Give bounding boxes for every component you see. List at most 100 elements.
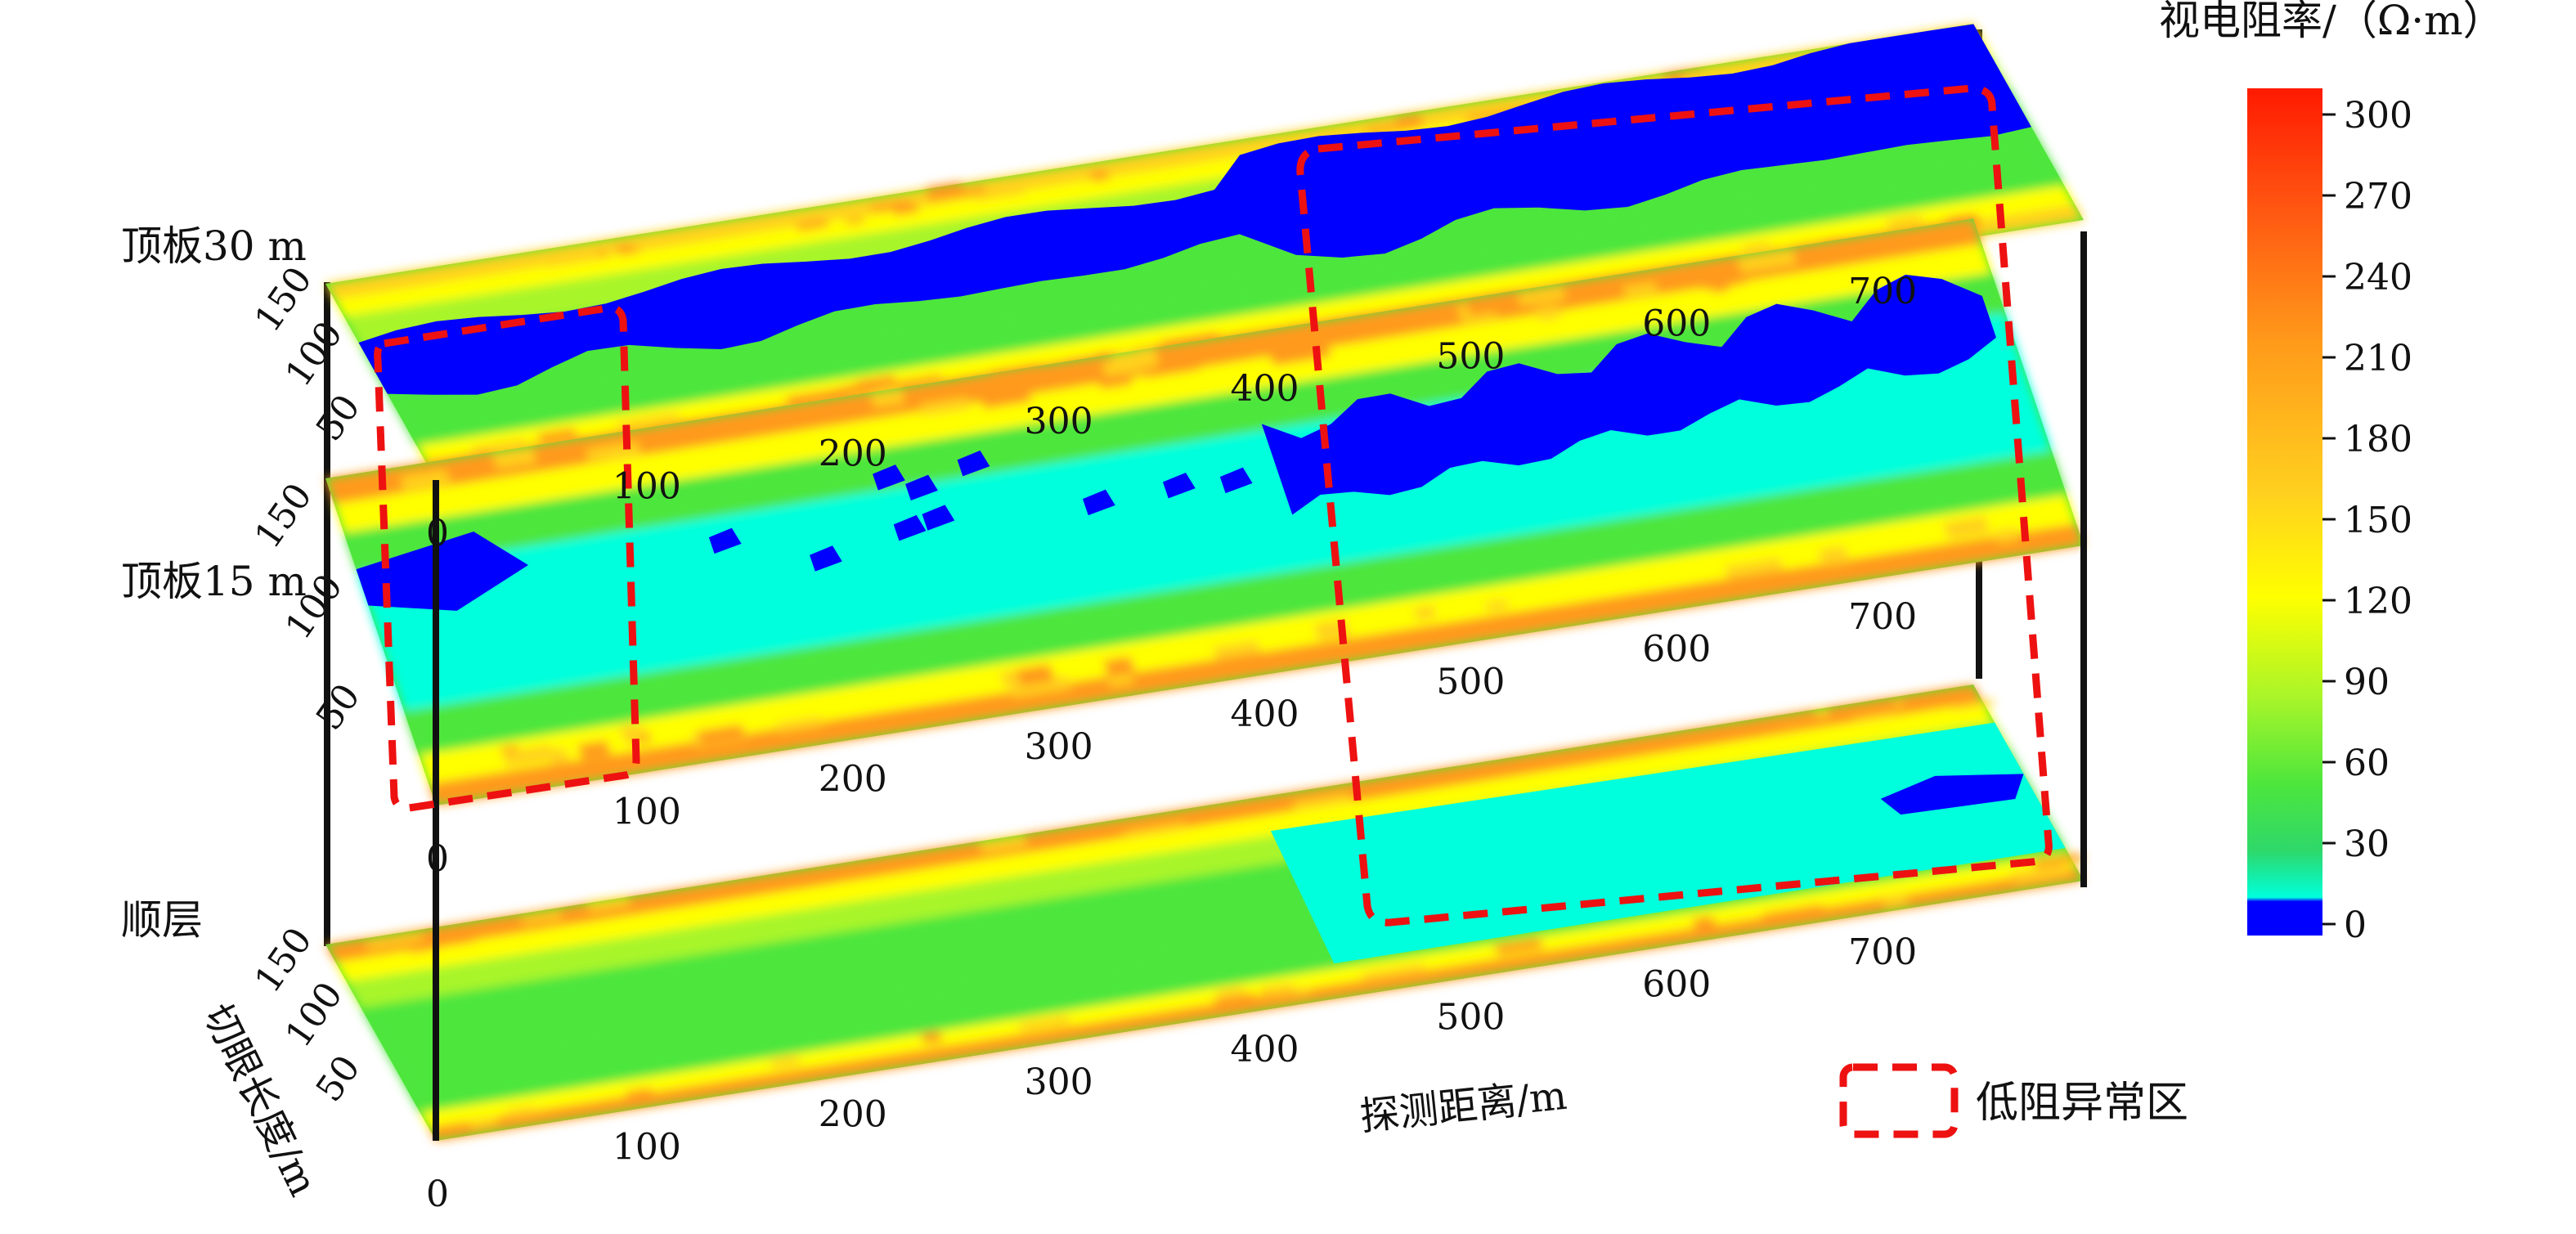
contour-band — [334, 244, 1992, 533]
x-tick-label: 500 — [1436, 661, 1505, 702]
contour-blob — [1484, 599, 1510, 612]
contour-blob — [436, 936, 475, 948]
colorbar-tick-label: 240 — [2344, 257, 2412, 298]
y-tick-label: 50 — [308, 388, 369, 449]
contour-blob — [1413, 605, 1437, 621]
contour-blob — [784, 388, 849, 408]
colorbar-tick-label: 90 — [2344, 662, 2390, 703]
contour-blob — [1698, 267, 1747, 290]
low-resistivity-spot — [922, 505, 955, 531]
contour-blob — [1901, 693, 1954, 712]
contour-blob — [1212, 993, 1260, 1009]
low-resistivity-zone — [356, 532, 528, 611]
contour-blob — [869, 389, 906, 408]
contour-blob — [1942, 516, 1990, 540]
colorbar-tick-label: 150 — [2344, 500, 2412, 541]
x-tick-label: 500 — [1436, 335, 1505, 377]
contour-blob — [1111, 348, 1160, 370]
contour-blob — [1724, 558, 1784, 578]
front-posts — [433, 231, 2087, 1141]
layers-group — [325, 24, 2085, 1141]
contour-blob — [625, 1088, 657, 1102]
colorbar-title: 视电阻率/（Ω·m） — [2159, 0, 2504, 44]
contour-blob — [1691, 916, 1718, 931]
contour-blob — [603, 442, 642, 462]
low-resistivity-zone — [1270, 722, 2066, 964]
contour-blob — [1818, 545, 1850, 567]
x-tick-label: 300 — [1025, 726, 1093, 768]
contour-blob — [1615, 934, 1672, 948]
contour-blob — [536, 429, 579, 445]
contour-blob — [1852, 711, 1896, 724]
contour-blob — [1143, 361, 1200, 379]
colorbar-tick-label: 270 — [2344, 176, 2412, 218]
layer-labels: 顶板30 m 顶板15 m 顺层 — [121, 222, 307, 944]
contour-band — [404, 451, 2067, 755]
low-resistivity-spot — [1082, 489, 1115, 516]
low-resistivity-zone — [1261, 274, 1996, 515]
contour-blob — [548, 747, 570, 765]
contour-blob — [2009, 864, 2070, 883]
contour-blob — [977, 835, 1029, 853]
x-tick-label: 500 — [1436, 996, 1505, 1038]
low-resistivity-spot — [957, 450, 990, 477]
contour-blob — [626, 236, 657, 249]
contour-blob — [1088, 170, 1111, 182]
contour-blob — [399, 469, 451, 491]
y-tick-label: 150 — [247, 476, 321, 556]
contour-blob — [697, 724, 746, 745]
low-resistivity-spot — [893, 514, 927, 541]
contour-blob — [468, 1117, 500, 1129]
contour-blob — [845, 217, 866, 225]
x-tick-label: 600 — [1642, 629, 1711, 671]
contour-blob — [1879, 893, 1910, 907]
contour-band — [343, 272, 2005, 573]
contour-blob — [520, 912, 564, 926]
low-resistivity-spot — [1880, 774, 2024, 815]
contour-blob — [2032, 853, 2085, 868]
x-tick-label: 200 — [819, 759, 887, 801]
anomaly-zones — [374, 84, 2053, 927]
colorbar-tick-label: 120 — [2344, 581, 2412, 622]
contour-blob — [1264, 985, 1300, 997]
legend: 低阻异常区 — [1839, 1063, 2188, 1138]
low-resistivity-spot — [905, 474, 938, 501]
colorbar-tick-label: 0 — [2344, 904, 2367, 946]
contour-blob — [635, 901, 661, 912]
x-tick-label: 100 — [613, 791, 681, 832]
contour-blob — [1622, 281, 1658, 298]
x-tick-label: 300 — [1025, 1061, 1093, 1103]
anomaly-zone-left — [374, 303, 640, 812]
layer-2 — [325, 684, 2085, 1141]
contour-blob — [786, 875, 843, 890]
x-tick-label: 600 — [1642, 964, 1711, 1006]
contour-blob — [1763, 904, 1826, 921]
legend-swatch — [1839, 1063, 1959, 1138]
contour-blob — [365, 934, 419, 949]
contour-blob — [919, 1030, 945, 1044]
contour-blob — [585, 895, 632, 913]
contour-blob — [1993, 527, 2019, 544]
colorbar-tick-label: 210 — [2344, 338, 2412, 379]
contour-blob — [620, 724, 646, 743]
contour-blob — [1360, 963, 1427, 981]
contour-blob — [1016, 664, 1056, 687]
contour-blob — [542, 251, 602, 268]
colorbar-gradient — [2247, 88, 2322, 936]
y-tick-label: 0 — [426, 838, 449, 880]
contour-blob — [1843, 700, 1878, 715]
contour-blob — [1741, 241, 1772, 253]
contour-blob — [1039, 684, 1096, 702]
contour-band — [429, 868, 2084, 1141]
contour-band — [419, 494, 2076, 784]
x-tick-label: 400 — [1231, 368, 1299, 410]
layer-label-seam: 顺层 — [121, 896, 203, 944]
contour-band — [400, 156, 2064, 446]
contour-blob — [890, 202, 920, 216]
x-tick-label: 700 — [1848, 271, 1917, 312]
contour-blob — [1102, 656, 1136, 677]
contour-blob — [500, 258, 527, 269]
contour-blob — [1123, 822, 1188, 840]
